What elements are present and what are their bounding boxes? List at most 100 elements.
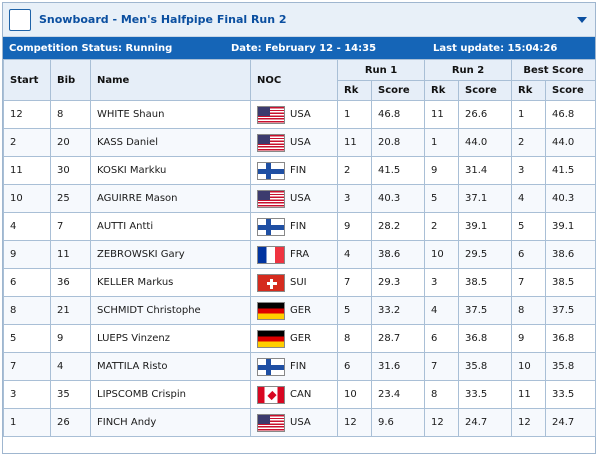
bib-cell: 21 <box>50 296 91 325</box>
fin-flag-icon <box>257 357 285 376</box>
run1-rank: 7 <box>337 268 372 297</box>
best-score: 46.8 <box>545 100 597 129</box>
run2-rank: 1 <box>424 128 460 157</box>
table-row: 7 4 MATTILA Risto FIN 6 31.6 7 35.8 10 35.8 <box>3 352 597 381</box>
competition-status: Competition Status: Running <box>9 42 173 54</box>
run1-score: 38.6 <box>370 240 426 269</box>
best-rank: 9 <box>511 324 547 353</box>
start-cell: 2 <box>3 128 51 157</box>
fra-flag-icon <box>257 245 285 264</box>
noc-cell: FIN <box>250 156 338 185</box>
run1-rank: 9 <box>337 212 372 241</box>
run2-rank: 3 <box>424 268 460 297</box>
run1-rank: 3 <box>337 184 372 213</box>
results-panel: Snowboard - Men's Halfpipe Final Run 2 C… <box>2 2 597 454</box>
results-body: 12 8 WHITE Shaun USA 1 46.8 11 26.6 1 46.8 2 20 KASS… <box>3 100 597 437</box>
bib-cell: 26 <box>50 408 91 437</box>
athlete-name: SCHMIDT Christophe <box>90 296 251 325</box>
table-row: 3 35 LIPSCOMB Crispin CAN 10 23.4 8 33.5 11 33.5 <box>3 380 597 409</box>
run2-rank: 11 <box>424 100 460 129</box>
status-bar: Competition Status: Running Date: Februa… <box>3 37 595 59</box>
best-score: 39.1 <box>545 212 597 241</box>
noc-cell: FIN <box>250 352 338 381</box>
run1-score: 9.6 <box>370 408 426 437</box>
noc-cell: CAN <box>250 380 338 409</box>
col-run2-score: Score <box>458 80 513 101</box>
athlete-name: FINCH Andy <box>90 408 251 437</box>
noc-cell: USA <box>250 408 338 437</box>
run1-rank: 1 <box>337 100 372 129</box>
title-bar: Snowboard - Men's Halfpipe Final Run 2 <box>3 3 595 37</box>
col-noc: NOC <box>250 59 338 101</box>
table-row: 8 21 SCHMIDT Christophe GER 5 33.2 4 37.5 8 37.5 <box>3 296 597 325</box>
athlete-name: AGUIRRE Mason <box>90 184 251 213</box>
competition-date: Date: February 12 - 14:35 <box>231 42 377 54</box>
noc-cell: USA <box>250 128 338 157</box>
athlete-name: KELLER Markus <box>90 268 251 297</box>
bib-cell: 7 <box>50 212 91 241</box>
chevron-down-icon[interactable] <box>577 16 587 23</box>
results-table: Start Bib Name NOC Run 1 Run 2 Best Scor… <box>3 59 597 437</box>
noc-code: USA <box>290 193 311 204</box>
best-score: 33.5 <box>545 380 597 409</box>
run2-rank: 7 <box>424 352 460 381</box>
run2-rank: 2 <box>424 212 460 241</box>
run1-score: 23.4 <box>370 380 426 409</box>
run1-score: 41.5 <box>370 156 426 185</box>
col-run2-rk: Rk <box>424 80 460 101</box>
noc-cell: SUI <box>250 268 338 297</box>
noc-code: GER <box>290 333 312 344</box>
noc-cell: USA <box>250 100 338 129</box>
run2-score: 39.1 <box>458 212 513 241</box>
fin-flag-icon <box>257 217 285 236</box>
col-run1-rk: Rk <box>337 80 372 101</box>
best-score: 37.5 <box>545 296 597 325</box>
run2-score: 37.1 <box>458 184 513 213</box>
run1-rank: 12 <box>337 408 372 437</box>
athlete-name: WHITE Shaun <box>90 100 251 129</box>
col-name: Name <box>90 59 251 101</box>
page-title: Snowboard - Men's Halfpipe Final Run 2 <box>39 13 287 26</box>
bib-cell: 8 <box>50 100 91 129</box>
fin-flag-icon <box>257 161 285 180</box>
bib-cell: 35 <box>50 380 91 409</box>
noc-code: FIN <box>290 221 307 232</box>
ger-flag-icon <box>257 329 285 348</box>
noc-cell: FRA <box>250 240 338 269</box>
athlete-name: MATTILA Risto <box>90 352 251 381</box>
noc-code: SUI <box>290 277 307 288</box>
col-run2: Run 2 <box>424 59 513 81</box>
noc-cell: FIN <box>250 212 338 241</box>
run1-rank: 5 <box>337 296 372 325</box>
run2-score: 35.8 <box>458 352 513 381</box>
table-row: 9 11 ZEBROWSKI Gary FRA 4 38.6 10 29.5 6 38.6 <box>3 240 597 269</box>
col-best-score-value: Score <box>545 80 597 101</box>
run1-rank: 2 <box>337 156 372 185</box>
noc-code: FIN <box>290 361 307 372</box>
run1-score: 40.3 <box>370 184 426 213</box>
run2-score: 24.7 <box>458 408 513 437</box>
athlete-name: LUEPS Vinzenz <box>90 324 251 353</box>
run2-rank: 12 <box>424 408 460 437</box>
start-cell: 7 <box>3 352 51 381</box>
noc-code: FIN <box>290 165 307 176</box>
table-row: 4 7 AUTTI Antti FIN 9 28.2 2 39.1 5 39.1 <box>3 212 597 241</box>
best-rank: 3 <box>511 156 547 185</box>
run1-score: 28.7 <box>370 324 426 353</box>
usa-flag-icon <box>257 105 285 124</box>
bib-cell: 20 <box>50 128 91 157</box>
run2-rank: 10 <box>424 240 460 269</box>
usa-flag-icon <box>257 189 285 208</box>
run2-rank: 8 <box>424 380 460 409</box>
run1-score: 20.8 <box>370 128 426 157</box>
best-score: 35.8 <box>545 352 597 381</box>
col-run1: Run 1 <box>336 59 426 81</box>
run2-score: 31.4 <box>458 156 513 185</box>
run1-score: 33.2 <box>370 296 426 325</box>
best-score: 40.3 <box>545 184 597 213</box>
bib-cell: 36 <box>50 268 91 297</box>
athlete-name: KOSKI Markku <box>90 156 251 185</box>
run2-score: 44.0 <box>458 128 513 157</box>
can-flag-icon <box>257 385 285 404</box>
noc-code: CAN <box>290 389 312 400</box>
